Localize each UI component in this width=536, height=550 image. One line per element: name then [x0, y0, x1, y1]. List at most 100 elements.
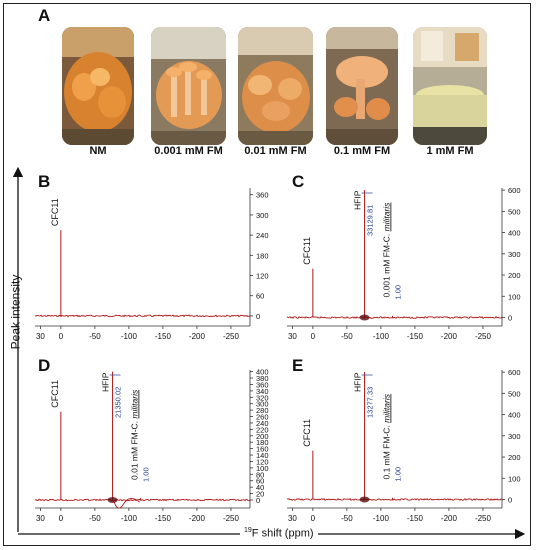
- x-tick-label: -100: [121, 514, 138, 523]
- y-tick-label: 600: [508, 186, 521, 195]
- x-tick-label: -250: [223, 514, 240, 523]
- y-tick-label: 0: [508, 496, 512, 505]
- panel-letter-c: C: [292, 172, 305, 191]
- x-axis-label-sup: 19: [244, 527, 252, 534]
- panel-letter-b: B: [38, 172, 51, 191]
- spectrum-panel-e: 30 0 -50 -100 -150 -200 -250010020030040050060…: [286, 368, 521, 523]
- x-tick-label: 0: [59, 514, 64, 523]
- peak-integral-hfip: 21350.02: [114, 387, 123, 418]
- y-tick-label: 200: [256, 432, 269, 441]
- y-tick-label: 0: [256, 496, 260, 505]
- y-tick-label: 160: [256, 445, 269, 454]
- figure-frame: [3, 3, 531, 546]
- x-tick-label: -50: [89, 514, 101, 523]
- x-axis-label-text: F shift (ppm): [251, 527, 314, 540]
- panel-letter-a: A: [38, 6, 51, 25]
- y-tick-label: 500: [508, 207, 521, 216]
- y-tick-label: 80: [256, 470, 264, 479]
- y-tick-label: 60: [256, 477, 264, 486]
- y-tick-label: 300: [256, 400, 269, 409]
- peak-label-cfc11: CFC11: [302, 419, 312, 447]
- y-tick-label: 240: [256, 419, 269, 428]
- y-tick-label: 600: [508, 368, 521, 377]
- peak-integral-sample: 1.00: [393, 467, 402, 482]
- x-tick-label: -50: [89, 332, 101, 341]
- x-tick-label: -150: [155, 332, 172, 341]
- panel-letter-d: D: [38, 356, 51, 375]
- peak-label-cfc11: CFC11: [50, 380, 60, 408]
- x-tick-label: -150: [407, 332, 424, 341]
- y-tick-label: 280: [256, 406, 269, 415]
- y-tick-label: 380: [256, 374, 269, 383]
- hfip-peak-base: [359, 496, 370, 503]
- x-tick-label: -250: [475, 332, 492, 341]
- y-tick-label: 240: [256, 231, 269, 240]
- spectrum-baseline: [286, 316, 503, 319]
- y-axis-label: Peak intensity: [8, 274, 23, 350]
- spectrum-baseline: [34, 314, 251, 318]
- photo-label-0-1mm: 0.1 mM FM: [333, 145, 391, 157]
- spectrum-panel-c: 30 0 -50 -100 -150 -200 -250010020030040050060…: [286, 186, 521, 341]
- y-tick-label: 360: [256, 191, 269, 200]
- y-tick-label: 60: [256, 292, 264, 301]
- photo-0-001mm: [151, 27, 226, 145]
- spectrum-panel-d: 30 0 -50 -100 -150 -200 -250020406080100120140…: [34, 368, 269, 523]
- y-tick-label: 340: [256, 387, 269, 396]
- y-tick-label: 300: [256, 211, 269, 220]
- species-name: militaris: [381, 202, 391, 232]
- x-tick-label: -250: [475, 514, 492, 523]
- x-tick-label: 0: [59, 332, 64, 341]
- x-tick-label: -100: [373, 332, 390, 341]
- x-tick-label: -100: [373, 514, 390, 523]
- x-tick-label: -150: [407, 514, 424, 523]
- x-tick-label: 30: [288, 332, 297, 341]
- y-tick-label: 100: [508, 292, 521, 301]
- x-tick-label: -200: [441, 332, 458, 341]
- y-tick-label: 400: [508, 411, 521, 420]
- peak-integral-sample: 1.00: [141, 467, 150, 482]
- x-tick-label: -50: [341, 514, 353, 523]
- x-tick-label: -100: [121, 332, 138, 341]
- y-tick-label: 100: [508, 474, 521, 483]
- peak-integral-hfip: 13277.33: [366, 387, 375, 418]
- x-tick-label: -250: [223, 332, 240, 341]
- x-axis-label: 19F shift (ppm): [244, 527, 314, 540]
- y-tick-label: 200: [508, 453, 521, 462]
- peak-label-cfc11: CFC11: [50, 198, 60, 226]
- y-tick-label: 300: [508, 432, 521, 441]
- peak-label-sample: 0.01 mM FM-C. militaris: [129, 389, 139, 480]
- peak-label-sample: 0.1 mM FM-C. militaris: [381, 393, 391, 479]
- y-tick-label: 300: [508, 250, 521, 259]
- y-tick-label: 320: [256, 393, 269, 402]
- y-tick-label: 180: [256, 438, 269, 447]
- y-tick-label: 0: [508, 314, 512, 323]
- peak-label-hfip: HFIP: [101, 372, 111, 392]
- hfip-peak-base: [359, 314, 370, 321]
- hfip-peak-base: [107, 496, 118, 503]
- y-tick-label: 180: [256, 251, 269, 260]
- spectrum-baseline: [34, 498, 251, 502]
- species-name: militaris: [381, 393, 391, 423]
- x-tick-label: -200: [189, 332, 206, 341]
- photo-label-1mm: 1 mM FM: [426, 145, 474, 157]
- y-tick-label: 20: [256, 490, 264, 499]
- x-tick-label: 30: [288, 514, 297, 523]
- species-name: militaris: [129, 389, 139, 419]
- y-tick-label: 120: [256, 272, 269, 281]
- peak-label-hfip: HFIP: [353, 372, 363, 392]
- photo-label-0-001mm: 0.001 mM FM: [154, 145, 223, 157]
- y-tick-label: 40: [256, 483, 264, 492]
- peak-integral-sample: 1.00: [393, 285, 402, 300]
- peak-label-hfip: HFIP: [353, 190, 363, 210]
- y-tick-label: 360: [256, 380, 269, 389]
- x-tick-label: -200: [189, 514, 206, 523]
- peak-integral-hfip: 33129.81: [366, 205, 375, 236]
- peak-label-sample: 0.001 mM FM-C. militaris: [381, 202, 391, 298]
- x-tick-label: 0: [311, 514, 316, 523]
- phase-distortion: [113, 498, 140, 509]
- y-tick-label: 120: [256, 457, 269, 466]
- x-tick-label: -150: [155, 514, 172, 523]
- x-tick-label: -200: [441, 514, 458, 523]
- y-tick-label: 400: [256, 368, 269, 377]
